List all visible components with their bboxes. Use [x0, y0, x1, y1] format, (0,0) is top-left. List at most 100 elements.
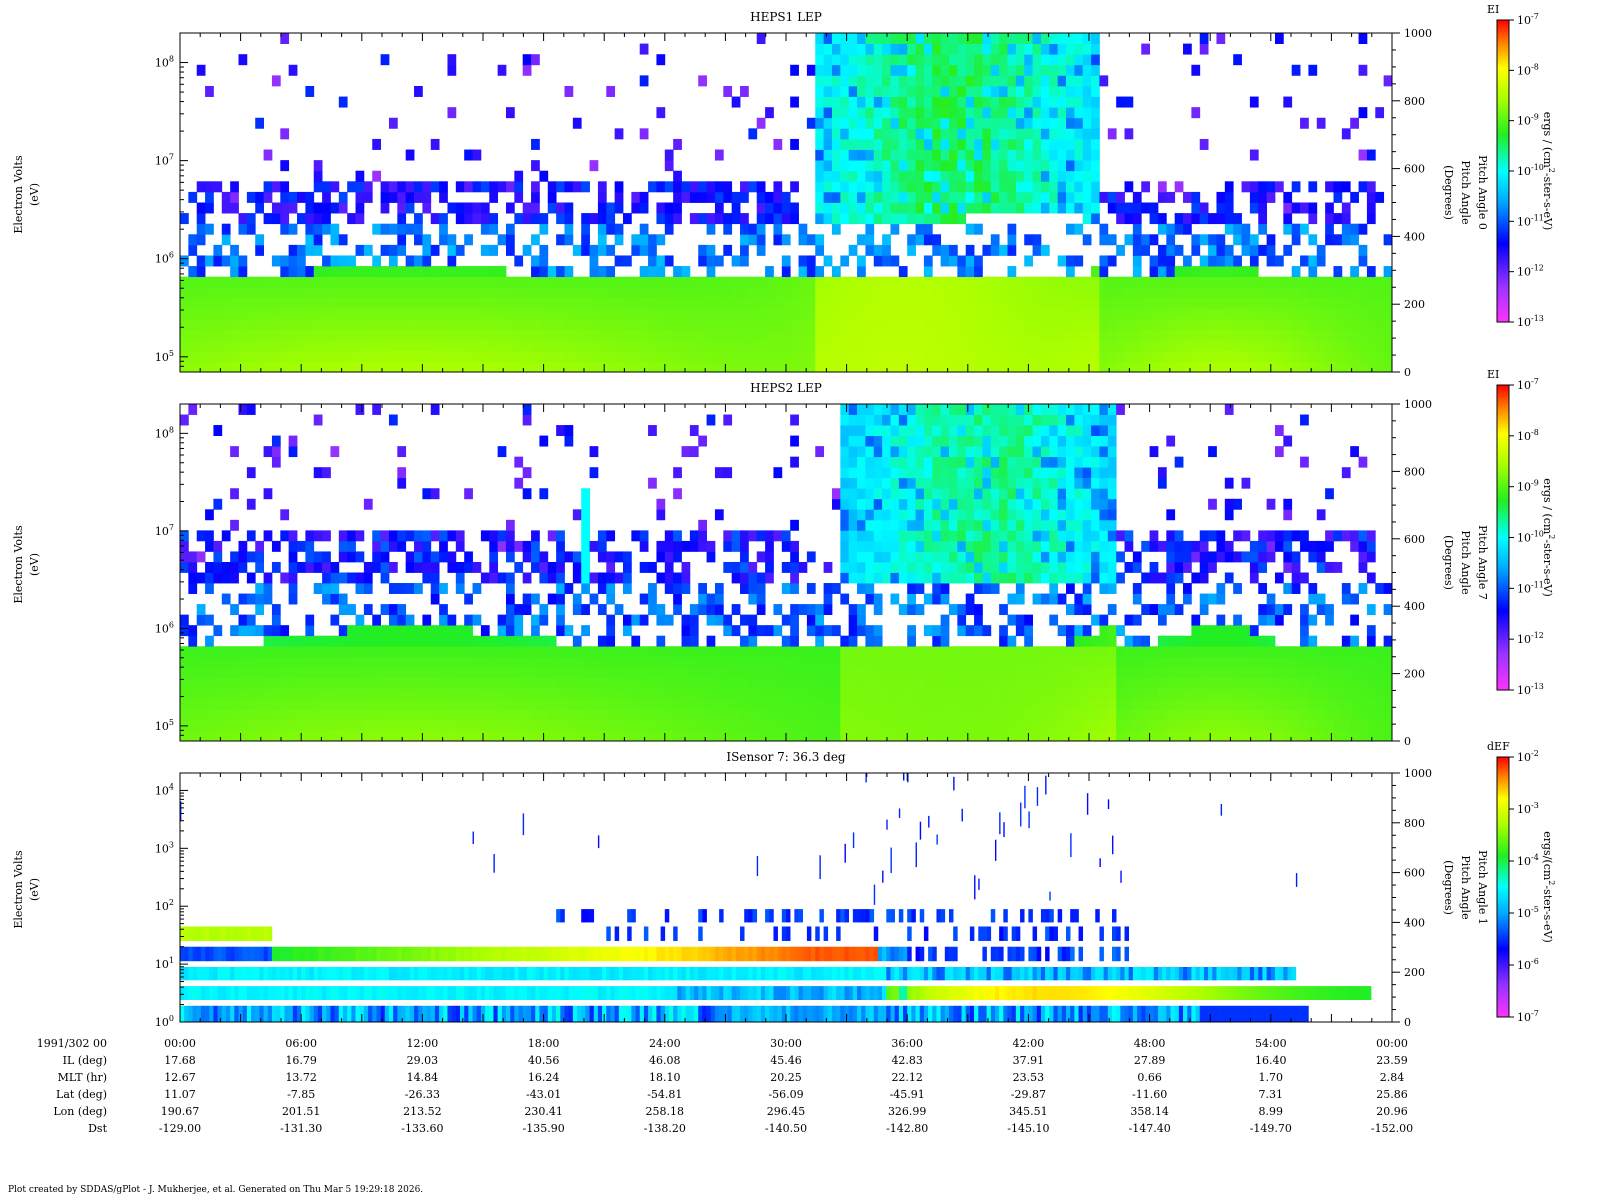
heatmap-cell [689, 191, 699, 203]
heatmap-cell [297, 677, 306, 689]
heatmap-cell [388, 266, 398, 278]
heatmap-cell [840, 456, 850, 468]
heatmap-cell [639, 730, 649, 742]
heatmap-cell [882, 117, 891, 129]
heatmap-cell [1308, 202, 1318, 214]
heatmap-cell [773, 308, 783, 320]
heatmap-cell [999, 730, 1008, 742]
heatmap-cell [681, 287, 691, 299]
heatmap-cell [305, 85, 315, 97]
heatmap-cell [857, 561, 866, 573]
heatmap-cell [890, 498, 900, 510]
heatmap-cell [890, 170, 900, 182]
heatmap-cell [974, 561, 983, 573]
heatmap-cell [405, 635, 415, 647]
heatmap-cell [305, 730, 315, 742]
heatmap-cell [1099, 75, 1109, 87]
heatmap-cell [706, 350, 716, 362]
heatmap-cell [1183, 223, 1192, 235]
heatmap-cell [681, 266, 691, 278]
heatmap-cell [455, 297, 465, 309]
heatmap-cell [806, 361, 816, 373]
heatmap-cell [489, 361, 499, 373]
heatmap-cell [188, 709, 198, 721]
heatmap-cell [940, 297, 950, 309]
heatmap-cell [706, 329, 716, 341]
heatmap-cell [857, 677, 866, 689]
heatmap-cell [974, 85, 983, 97]
heatmap-cell [238, 667, 248, 679]
colorbar-tick-label: 10-8 [1517, 62, 1539, 77]
heatmap-cell [1024, 138, 1033, 150]
heatmap-cell [781, 308, 791, 320]
heatmap-cell [806, 329, 816, 341]
heatmap-cell [890, 698, 900, 710]
heatmap-cell [614, 255, 624, 267]
heatmap-cell [890, 117, 900, 129]
heatmap-cell [915, 519, 925, 531]
heatmap-cell [363, 604, 373, 616]
heatmap-cell [890, 149, 900, 161]
heatmap-cell [472, 583, 482, 594]
heatmap-cell [255, 625, 264, 637]
heatmap-cell [974, 350, 983, 362]
heatmap-cell [547, 635, 557, 647]
heatmap-cell [338, 276, 348, 288]
heatmap-cell [840, 688, 850, 700]
heatmap-cell [505, 319, 515, 331]
heatmap-cell [1015, 688, 1025, 700]
heatmap-cell [564, 202, 574, 214]
heatmap-cell [681, 688, 691, 700]
heatmap-cell [840, 191, 850, 203]
heatmap-cell [480, 646, 490, 658]
heatmap-cell [857, 149, 866, 161]
heatmap-cell [923, 202, 933, 214]
heatmap-cell [1040, 107, 1050, 119]
heatmap-cell [447, 614, 457, 626]
heatmap-cell [1074, 477, 1084, 489]
heatmap-cell [472, 319, 482, 331]
heatmap-cell [514, 255, 524, 267]
heatmap-cell [230, 625, 239, 637]
heatmap-cell [1015, 646, 1025, 658]
heatmap-cell [915, 96, 925, 108]
heatmap-cell [756, 572, 766, 584]
heatmap-cell [806, 255, 816, 267]
heatmap-cell [823, 191, 833, 203]
heatmap-cell [480, 308, 490, 320]
heatmap-cell [447, 551, 457, 563]
heatmap-cell [898, 170, 908, 182]
heatmap-cell [1007, 488, 1017, 500]
heatmap-cell [439, 719, 448, 731]
heatmap-cell [330, 446, 340, 458]
heatmap-cell [1032, 107, 1042, 119]
heatmap-cell [572, 656, 582, 668]
heatmap-cell [890, 138, 900, 150]
heatmap-cell [907, 170, 916, 182]
heatmap-cell [414, 530, 423, 542]
heatmap-cell [681, 446, 691, 458]
heatmap-cell [873, 128, 883, 140]
heatmap-cell [347, 677, 356, 689]
heatmap-cell [1049, 530, 1059, 542]
heatmap-cell [196, 667, 206, 679]
heatmap-cell [1216, 287, 1226, 299]
heatmap-cell [180, 730, 189, 742]
heatmap-cell [447, 202, 457, 214]
heatmap-cell [731, 646, 741, 658]
heatmap-cell [664, 223, 674, 235]
heatmap-cell [664, 667, 674, 679]
heatmap-cell [380, 181, 390, 193]
heatmap-cell [748, 340, 758, 352]
heatmap-cell [280, 677, 290, 689]
heatmap-cell [1040, 191, 1050, 203]
heatmap-cell [873, 64, 883, 76]
heatmap-cell [472, 698, 482, 710]
heatmap-cell [915, 54, 925, 66]
heatmap-cell [1132, 329, 1142, 341]
heatmap-cell [313, 635, 323, 647]
heatmap-cell [489, 319, 499, 331]
heatmap-cell [263, 625, 273, 637]
heatmap-cell [999, 128, 1008, 140]
